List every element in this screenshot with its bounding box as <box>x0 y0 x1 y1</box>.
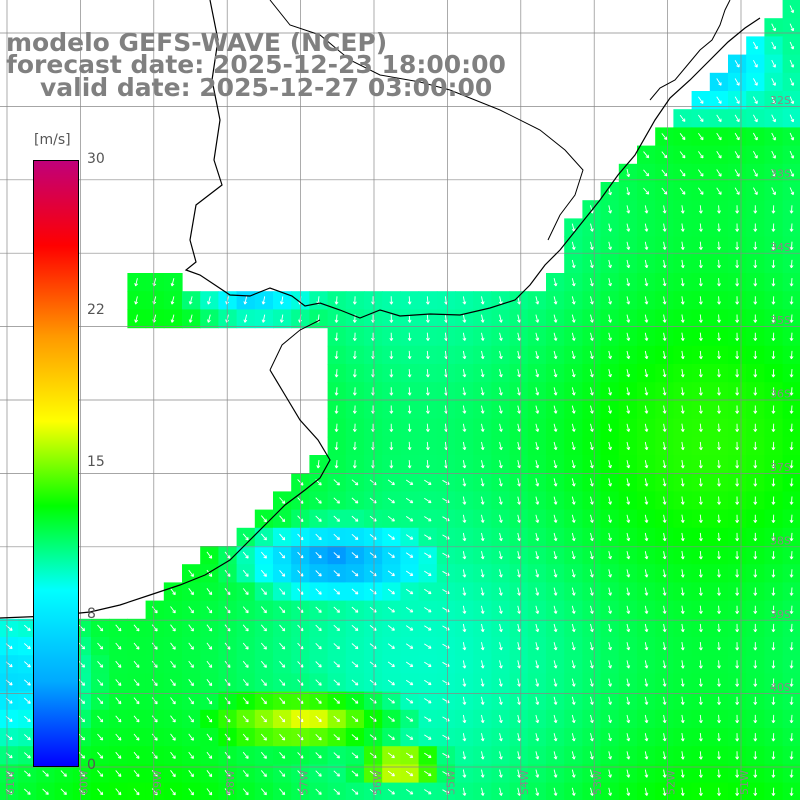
field-cell <box>419 783 438 800</box>
field-cell <box>346 783 365 800</box>
colorbar-tick-label: 8 <box>87 606 96 622</box>
longitude-label: 57W <box>298 770 311 795</box>
longitude-label: 54W <box>518 770 531 795</box>
field-cell <box>200 783 219 800</box>
longitude-label: 56W <box>371 770 384 795</box>
field-cell <box>783 0 800 19</box>
colorbar-tick-label: 0 <box>87 757 96 773</box>
longitude-label: 52W <box>665 770 678 795</box>
colorbar-tick-label: 15 <box>87 454 105 470</box>
longitude-label: 59W <box>151 770 164 795</box>
latitude-label: 33S <box>770 167 791 180</box>
field-cell <box>309 783 328 800</box>
latitude-label: 37S <box>770 461 791 474</box>
longitude-label: 55W <box>444 770 457 795</box>
longitude-label: 53W <box>591 770 604 795</box>
field-cell <box>783 146 800 165</box>
valid-date: valid date: 2025-12-27 03:00:00 <box>40 75 492 101</box>
field-cell <box>182 783 201 800</box>
field-cell <box>164 783 183 800</box>
colorbar-units: [m/s] <box>34 132 71 148</box>
colorbar-tick-label: 22 <box>87 302 105 318</box>
field-cell <box>783 36 800 55</box>
field-cell <box>783 109 800 128</box>
field-cell <box>783 18 800 37</box>
longitude-label: 58W <box>224 770 237 795</box>
latitude-label: 34S <box>770 241 791 254</box>
field-cell <box>127 783 146 800</box>
field-cell <box>255 783 274 800</box>
field-cell <box>783 182 800 201</box>
latitude-label: 35S <box>770 314 791 327</box>
field-cell <box>382 783 401 800</box>
field-cell <box>400 783 419 800</box>
latitude-label: 38S <box>770 534 791 547</box>
colorbar <box>33 160 79 767</box>
colorbar-tick-label: 30 <box>87 151 105 167</box>
field-cell <box>783 127 800 146</box>
latitude-label: 36S <box>770 388 791 401</box>
latitude-label: 40S <box>770 681 791 694</box>
field-cell <box>273 783 292 800</box>
latitude-label: 32S <box>770 94 791 107</box>
latitude-label: 39S <box>770 608 791 621</box>
field-cell <box>783 73 800 92</box>
field-cell <box>237 783 256 800</box>
longitude-label: 51W <box>738 770 751 795</box>
field-cell <box>328 783 347 800</box>
field-cell <box>783 55 800 74</box>
